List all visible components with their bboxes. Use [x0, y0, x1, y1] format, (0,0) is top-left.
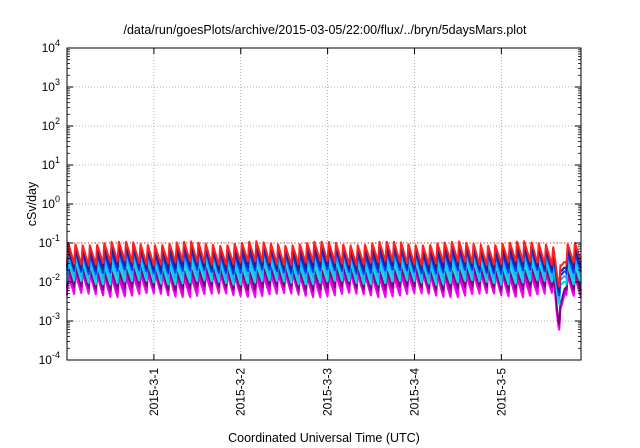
y-tick-label: 101	[42, 155, 60, 172]
y-axis-label: cSv/day	[25, 181, 39, 226]
y-tick-label: 103	[42, 77, 60, 94]
x-axis: 2015-3-1 2015-3-2 2015-3-3 2015-3-4 2015-3-5	[147, 48, 508, 416]
y-tick-label: 102	[42, 116, 60, 133]
series-lines	[66, 240, 582, 331]
y-tick-label: 10-4	[39, 350, 60, 367]
y-tick-label: 104	[42, 38, 60, 55]
y-tick-label: 100	[42, 194, 60, 211]
y-tick-label: 10-2	[39, 272, 60, 289]
x-axis-label: Coordinated Universal Time (UTC)	[228, 431, 420, 445]
y-axis: 10-4 10-3 10-2 10-1 100 101 102 103 104	[39, 38, 581, 367]
x-tick-label: 2015-3-2	[234, 368, 248, 416]
y-tick-label: 10-3	[39, 311, 60, 328]
x-tick-label: 2015-3-1	[147, 368, 161, 416]
x-tick-label: 2015-3-5	[494, 368, 508, 416]
series-line	[66, 240, 582, 288]
chart-title: /data/run/goesPlots/archive/2015-03-05/2…	[123, 23, 527, 37]
grid-lines	[67, 48, 581, 360]
x-tick-label: 2015-3-4	[407, 368, 421, 416]
y-tick-label: 10-1	[39, 233, 60, 250]
x-tick-label: 2015-3-3	[321, 368, 335, 416]
plot-frame	[66, 47, 582, 361]
